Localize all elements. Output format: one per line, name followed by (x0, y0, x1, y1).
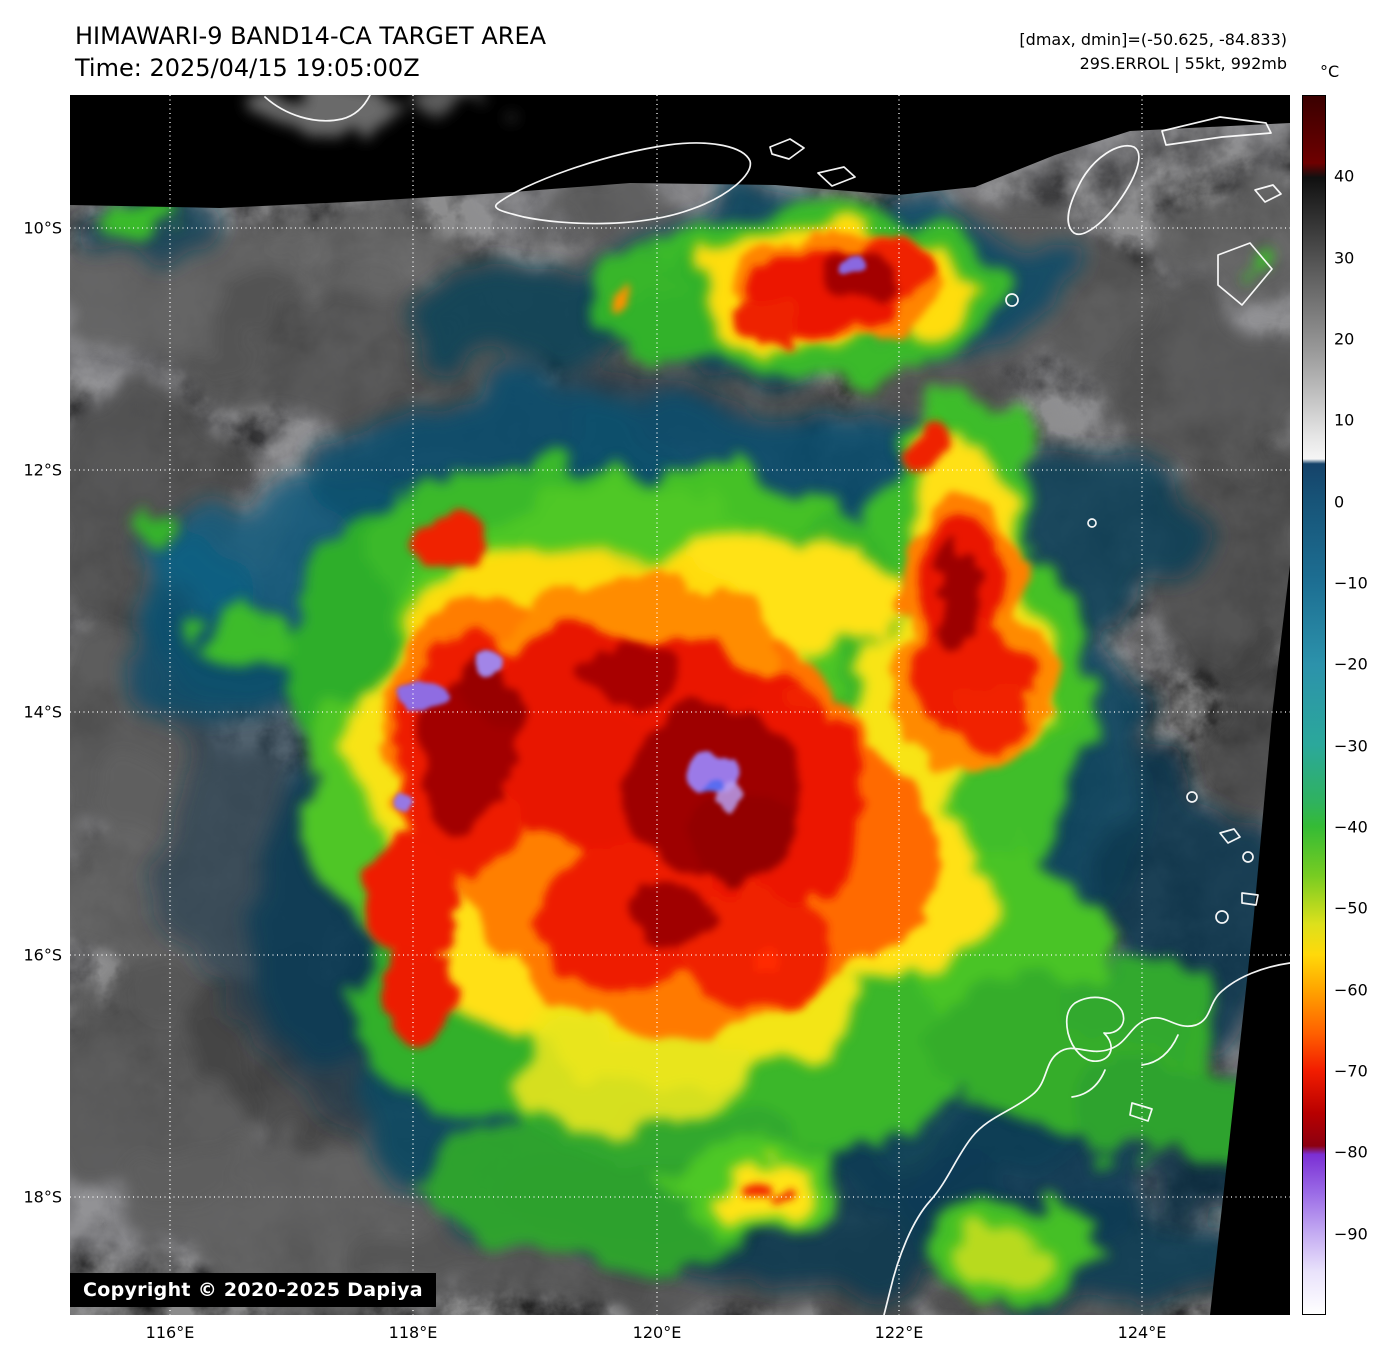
figure-time: Time: 2025/04/15 19:05:00Z (75, 54, 420, 82)
coastlines (264, 95, 1290, 1315)
colorbar-tick-20: 20 (1334, 329, 1355, 349)
lat-tick-10s: 10°S (23, 218, 62, 238)
colorbar-tick-m90: −90 (1334, 1224, 1368, 1244)
colorbar-tick-m80: −80 (1334, 1142, 1368, 1162)
colorbar (1302, 95, 1326, 1315)
colorbar-tick-10: 10 (1334, 410, 1355, 430)
colorbar-unit-label: °C (1320, 62, 1340, 81)
lon-tick-116e: 116°E (145, 1323, 195, 1342)
lon-tick-118e: 118°E (388, 1323, 438, 1342)
colorbar-tick-m50: −50 (1334, 898, 1368, 918)
cloud-layer-coldest-purple (391, 258, 865, 812)
satellite-image (70, 95, 1290, 1315)
colorbar-tick-0: 0 (1334, 492, 1345, 512)
coastline-peninsula (1065, 996, 1125, 1062)
lat-tick-16s: 16°S (23, 945, 62, 965)
lon-tick-122e: 122°E (874, 1323, 924, 1342)
colorbar-tick-m70: −70 (1334, 1061, 1368, 1081)
coastline-islands-ne (1067, 144, 1140, 235)
lon-tick-120e: 120°E (632, 1323, 682, 1342)
colorbar-tick-m60: −60 (1334, 980, 1368, 1000)
figure-title: HIMAWARI-9 BAND14-CA TARGET AREA (75, 22, 547, 50)
coastline-top-left-fragment (264, 95, 371, 122)
satellite-map: Copyright © 2020-2025 Dapiya (70, 95, 1290, 1315)
colorbar-tick-40: 40 (1334, 166, 1355, 186)
dmax-dmin-readout: [dmax, dmin]=(-50.625, -84.833) (1019, 30, 1287, 49)
lat-tick-18s: 18°S (23, 1187, 62, 1207)
colorbar-tick-m30: −30 (1334, 736, 1368, 756)
lon-tick-124e: 124°E (1117, 1323, 1167, 1342)
colorbar-tick-m20: −20 (1334, 654, 1368, 674)
colorbar-tick-m10: −10 (1334, 573, 1368, 593)
coastline-timor (495, 142, 752, 225)
storm-info: 29S.ERROL | 55kt, 992mb (1079, 54, 1287, 73)
gridlines (70, 95, 1290, 1315)
colorbar-tick-m40: −40 (1334, 817, 1368, 837)
copyright-label: Copyright © 2020-2025 Dapiya (70, 1273, 436, 1307)
colorbar-gradient (1303, 96, 1325, 1314)
cloud-layer-darkred (420, 254, 985, 949)
lat-tick-14s: 14°S (23, 702, 62, 722)
coastline-australia (883, 962, 1290, 1315)
lat-tick-12s: 12°S (23, 460, 62, 480)
colorbar-tick-30: 30 (1334, 248, 1355, 268)
